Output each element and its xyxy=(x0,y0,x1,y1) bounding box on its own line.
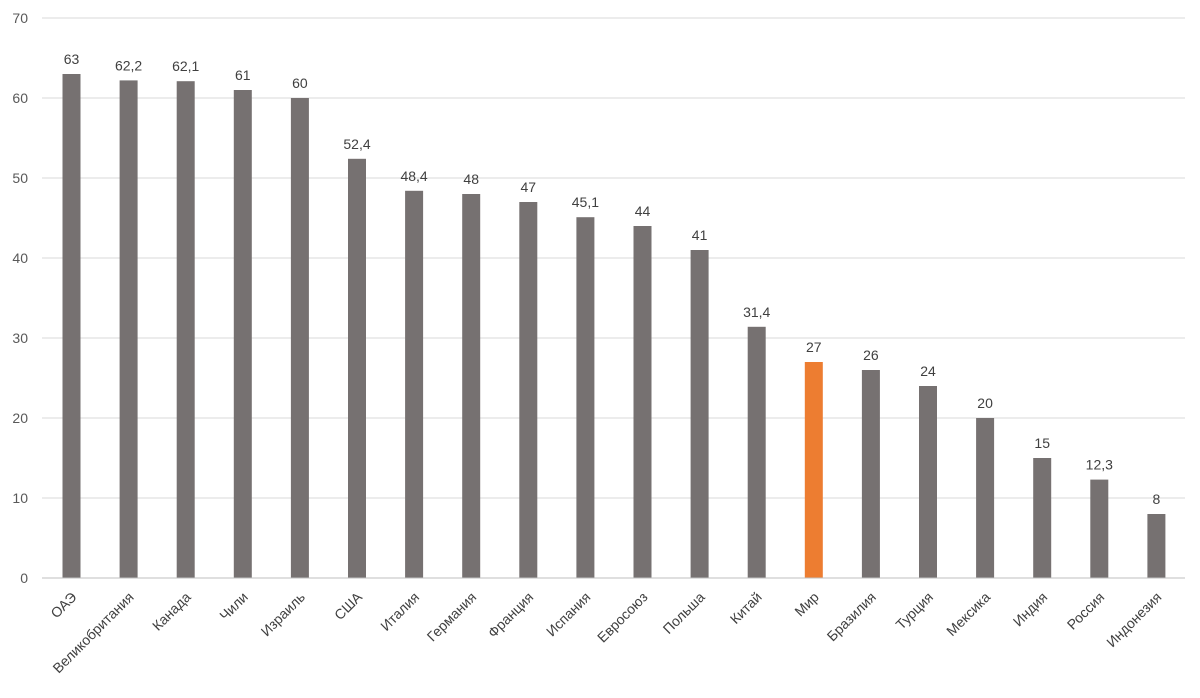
data-label: 27 xyxy=(806,339,822,355)
bar xyxy=(348,158,366,579)
bar xyxy=(747,326,766,578)
bar xyxy=(62,74,81,578)
bar xyxy=(519,202,538,578)
category-label: Индонезия xyxy=(1103,589,1164,650)
bar xyxy=(233,90,252,578)
data-label: 15 xyxy=(1034,435,1050,451)
bar xyxy=(576,217,595,578)
y-tick-label: 20 xyxy=(12,410,28,426)
y-tick-label: 40 xyxy=(12,250,28,266)
data-label: 48 xyxy=(463,171,479,187)
category-label: Турция xyxy=(892,589,936,633)
gridlines xyxy=(42,17,1185,499)
y-tick-label: 60 xyxy=(12,90,28,106)
category-label: Канада xyxy=(149,589,194,634)
category-label: Мир xyxy=(791,589,822,620)
bar xyxy=(462,194,481,578)
bar xyxy=(919,386,937,578)
bar xyxy=(633,226,652,578)
category-label: ОАЭ xyxy=(47,589,79,621)
bar xyxy=(1033,458,1052,578)
bar xyxy=(976,418,995,578)
bar xyxy=(119,80,138,579)
category-label: Польша xyxy=(660,589,708,637)
category-label: Франция xyxy=(485,589,537,641)
data-label: 44 xyxy=(635,203,651,219)
data-label: 45,1 xyxy=(572,194,599,210)
data-label: 41 xyxy=(692,227,708,243)
data-label: 62,2 xyxy=(115,57,142,73)
category-label: Израиль xyxy=(258,589,308,639)
category-label: Мексика xyxy=(943,589,993,639)
category-label: Чили xyxy=(216,589,251,624)
y-tick-label: 50 xyxy=(12,170,28,186)
bar xyxy=(1147,514,1166,578)
category-label: Германия xyxy=(424,589,480,645)
bars xyxy=(62,74,1166,579)
bar xyxy=(290,98,309,578)
data-label: 52,4 xyxy=(343,136,370,152)
bar xyxy=(861,370,880,578)
y-tick-label: 70 xyxy=(12,10,28,26)
bar xyxy=(176,81,195,578)
data-label: 62,1 xyxy=(172,58,199,74)
bar xyxy=(405,190,424,579)
data-label: 8 xyxy=(1153,491,1161,507)
data-label: 61 xyxy=(235,67,251,83)
data-label: 20 xyxy=(977,395,993,411)
bar xyxy=(804,362,823,578)
category-label: США xyxy=(331,588,366,623)
data-label: 24 xyxy=(920,363,936,379)
bar xyxy=(1090,479,1109,578)
data-label: 12,3 xyxy=(1086,457,1113,473)
bar xyxy=(690,250,709,578)
y-axis-tick-labels: 0 10 20 30 40 50 60 70 xyxy=(12,10,28,586)
data-label: 47 xyxy=(521,179,537,195)
category-label: Индия xyxy=(1010,589,1051,630)
y-tick-label: 10 xyxy=(12,490,28,506)
data-label: 63 xyxy=(64,51,80,67)
data-label: 48,4 xyxy=(400,168,427,184)
y-tick-label: 30 xyxy=(12,330,28,346)
category-label: Россия xyxy=(1064,589,1108,633)
category-label: Италия xyxy=(377,589,422,634)
category-label: Испания xyxy=(543,589,594,640)
category-label: Евросоюз xyxy=(594,589,651,646)
data-label: 60 xyxy=(292,75,308,91)
data-label: 26 xyxy=(863,347,879,363)
data-labels: 63 62,2 62,1 61 60 52,4 48,4 48 47 45,1 44 41 31,4 27… xyxy=(64,51,1161,507)
category-label: Китай xyxy=(727,589,765,627)
category-label: Бразилия xyxy=(824,589,879,644)
data-label: 31,4 xyxy=(743,304,770,320)
y-tick-label: 0 xyxy=(20,570,28,586)
